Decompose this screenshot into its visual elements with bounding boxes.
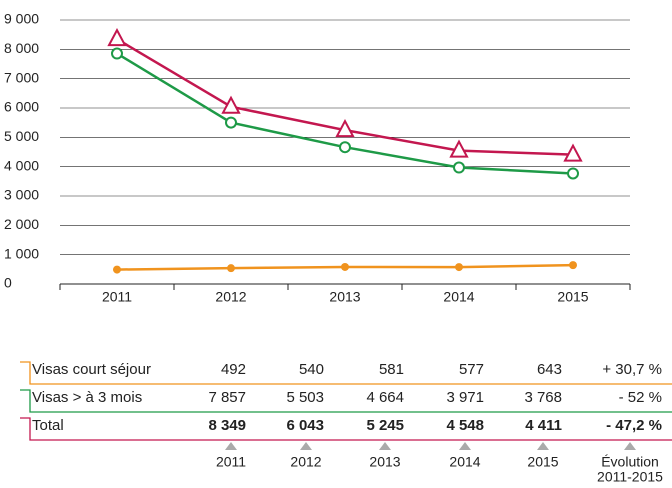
marker <box>567 167 579 180</box>
table-value: 492 <box>221 361 246 378</box>
table-value: 5 245 <box>366 417 404 434</box>
column-header: Évolution <box>601 454 659 470</box>
row-rule <box>20 361 672 385</box>
header-arrow <box>225 442 237 450</box>
marker <box>341 262 349 271</box>
column-header: 2013 <box>369 454 400 470</box>
y-tick-label: 3 000 <box>4 187 39 203</box>
marker <box>569 261 577 270</box>
x-tick-label: 2013 <box>329 289 360 305</box>
marker <box>113 265 121 274</box>
table-value: 540 <box>299 361 324 378</box>
series-line <box>116 52 574 175</box>
row-rule <box>20 389 672 413</box>
header-arrow <box>537 442 549 450</box>
header-arrow <box>379 442 391 450</box>
y-tick-label: 1 000 <box>4 245 39 261</box>
table-value: 3 768 <box>524 389 562 406</box>
marker <box>107 27 127 47</box>
marker <box>453 161 465 174</box>
marker <box>335 119 355 138</box>
table-value: 643 <box>537 361 562 378</box>
table-value: 6 043 <box>286 417 324 434</box>
table-value: 4 664 <box>366 389 404 406</box>
table-evolution: - 52 % <box>619 389 662 406</box>
table-value: 577 <box>459 361 484 378</box>
column-header: 2015 <box>527 454 558 470</box>
y-tick-label: 8 000 <box>4 40 39 56</box>
x-tick-label: 2012 <box>215 289 246 305</box>
table-value: 4 548 <box>446 417 484 434</box>
row-label: Visas > à 3 mois <box>32 389 142 406</box>
marker <box>339 141 351 154</box>
column-header: 2011 <box>216 454 246 470</box>
marker <box>227 264 235 273</box>
x-tick-label: 2015 <box>557 289 588 305</box>
y-tick-label: 4 000 <box>4 157 39 173</box>
header-arrow <box>624 442 636 450</box>
row-rule <box>20 417 672 441</box>
row-label: Total <box>32 417 64 434</box>
table-value: 5 503 <box>286 389 324 406</box>
column-header: 2014 <box>449 454 480 470</box>
y-tick-label: 2 000 <box>4 216 39 232</box>
x-tick-label: 2014 <box>443 289 474 305</box>
row-label: Visas court séjour <box>32 361 151 378</box>
table-value: 4 411 <box>525 417 562 434</box>
x-tick-label: 2011 <box>102 289 132 305</box>
marker <box>111 47 123 60</box>
table-value: 8 349 <box>208 417 246 434</box>
table-value: 581 <box>379 361 404 378</box>
y-tick-label: 9 000 <box>4 11 39 27</box>
marker <box>221 95 241 114</box>
y-tick-label: 7 000 <box>4 69 39 85</box>
marker <box>225 116 237 129</box>
marker <box>563 143 583 162</box>
table-evolution: - 47,2 % <box>606 417 662 434</box>
header-arrow <box>459 442 471 450</box>
y-tick-label: 5 000 <box>4 128 39 144</box>
column-header: 2012 <box>290 454 321 470</box>
table-value: 7 857 <box>208 389 246 406</box>
column-header: 2011-2015 <box>597 469 663 485</box>
table-evolution: + 30,7 % <box>602 361 662 378</box>
marker <box>449 139 469 158</box>
table-value: 3 971 <box>446 389 484 406</box>
y-tick-label: 6 000 <box>4 99 39 115</box>
header-arrow <box>300 442 312 450</box>
y-tick-label: 0 <box>4 275 12 291</box>
marker <box>455 263 463 272</box>
